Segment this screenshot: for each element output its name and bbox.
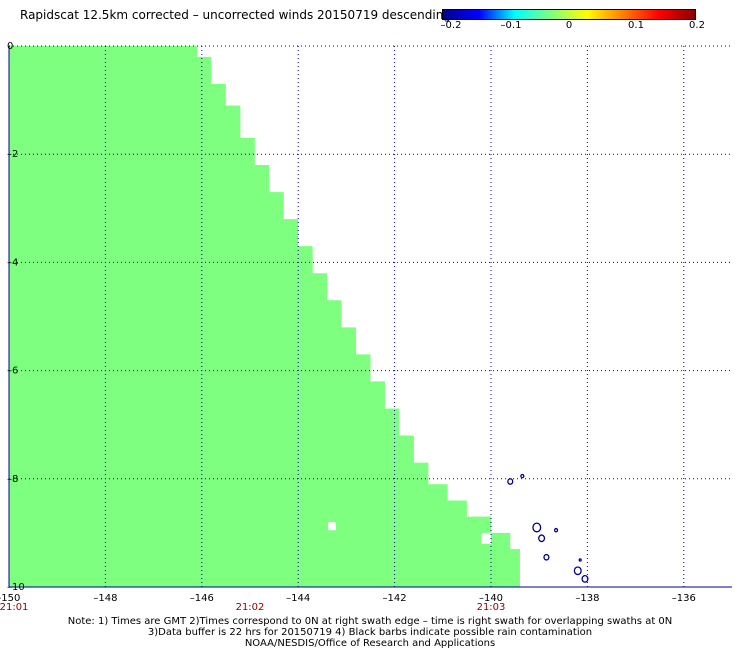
colorbar-tick-label: –0.2 <box>440 20 462 31</box>
data-gap <box>481 532 491 544</box>
colorbar-tick-label: 0 <box>565 20 573 31</box>
colorbar-tick-label: 0.1 <box>628 20 644 31</box>
colorbar <box>442 9 696 20</box>
latitude-tick-label: 0 <box>7 41 13 52</box>
footnote-line-2: 3)Data buffer is 22 hrs for 20150719 4) … <box>147 627 593 638</box>
island-coastline <box>538 534 546 543</box>
latitude-tick-label: –2 <box>7 149 18 160</box>
island-coastline <box>543 553 550 561</box>
longitude-tick-label: –136 <box>672 593 696 604</box>
longitude-tick-label: -150 <box>0 593 20 604</box>
latitude-tick-label: –10 <box>7 582 25 593</box>
footnote-line-1: Note: 1) Times are GMT 2)Times correspon… <box>67 616 673 627</box>
latitude-tick-label: –8 <box>7 474 18 485</box>
map-title: Rapidscat 12.5km corrected – uncorrected… <box>20 8 451 22</box>
data-gap <box>529 554 540 577</box>
colorbar-tick-label: 0.2 <box>689 20 705 31</box>
island-coastline <box>578 558 582 562</box>
island-coastline <box>573 566 582 576</box>
time-label: 21:01 <box>0 602 28 613</box>
time-label: 21:03 <box>477 602 506 613</box>
time-label: 21:02 <box>236 602 265 613</box>
longitude-tick-label: –140 <box>479 593 503 604</box>
longitude-tick-label: –146 <box>190 593 214 604</box>
island-coastline <box>532 522 542 533</box>
longitude-tick-label: –144 <box>286 593 310 604</box>
colorbar-tick-label: –0.1 <box>500 20 522 31</box>
island-coastline <box>581 574 589 583</box>
data-gap <box>328 522 336 531</box>
latitude-tick-label: –6 <box>7 366 18 377</box>
latitude-tick-label: –4 <box>7 257 18 268</box>
footnote-line-3: NOAA/NESDIS/Office of Research and Appli… <box>244 638 496 649</box>
longitude-tick-label: –148 <box>93 593 117 604</box>
swath-area <box>9 46 530 587</box>
island-coastline <box>553 527 559 533</box>
island-coastline <box>507 478 514 485</box>
longitude-tick-label: –138 <box>575 593 599 604</box>
longitude-tick-label: –142 <box>383 593 407 604</box>
island-coastline <box>520 473 525 479</box>
